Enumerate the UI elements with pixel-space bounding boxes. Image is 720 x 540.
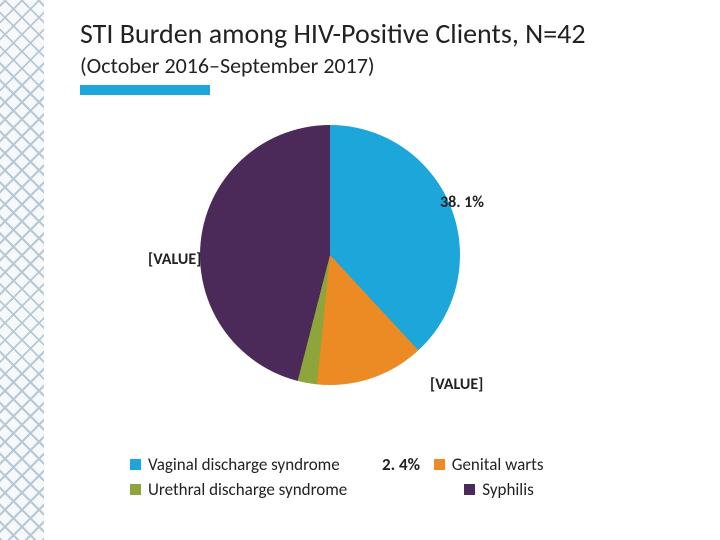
content-area: STI Burden among HIV-Positive Clients, N… [80,18,690,95]
square-icon [464,484,475,495]
square-icon [434,459,445,470]
slide: STI Burden among HIV-Positive Clients, N… [0,0,720,540]
left-pattern [0,0,44,540]
pie-label-vaginal: 38. 1% [440,193,484,212]
pie-label-syphilis: [VALUE] [148,250,201,269]
pie-label-genital: [VALUE] [430,375,483,394]
legend-row: Vaginal discharge syndrome Genital warts [130,454,544,475]
square-icon [130,484,141,495]
legend-row: Urethral discharge syndrome Syphilis [130,479,544,500]
legend-item-genital: Genital warts [434,454,544,475]
page-title: STI Burden among HIV-Positive Clients, N… [80,18,690,50]
legend-label: Vaginal discharge syndrome [148,454,340,475]
legend-item-vaginal: Vaginal discharge syndrome [130,454,340,475]
legend-label: Urethral discharge syndrome [148,479,347,500]
legend-label: Syphilis [482,479,534,500]
legend-label: Genital warts [452,454,544,475]
legend: Vaginal discharge syndrome Genital warts… [130,454,544,500]
page-subtitle: (October 2016–September 2017) [80,52,690,79]
legend-item-syphilis: Syphilis [464,479,534,500]
legend-item-urethral: Urethral discharge syndrome [130,479,347,500]
square-icon [130,459,141,470]
pie-graphic [200,125,460,385]
pie-chart: 38. 1% [VALUE] [VALUE] [200,125,500,425]
accent-bar [80,85,210,95]
